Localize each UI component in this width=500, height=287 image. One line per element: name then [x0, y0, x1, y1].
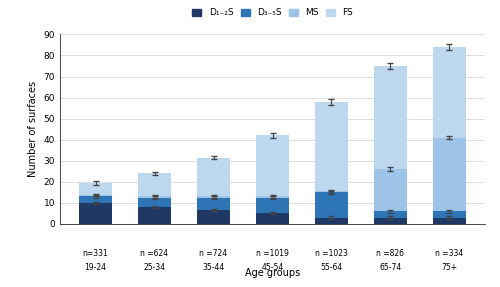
Bar: [374, 218, 406, 224]
Text: n =1023: n =1023: [315, 249, 348, 258]
Bar: [138, 173, 170, 197]
Y-axis label: Number of surfaces: Number of surfaces: [28, 81, 38, 177]
Text: 75+: 75+: [442, 263, 458, 272]
Bar: [433, 211, 466, 218]
Bar: [316, 192, 348, 218]
Text: n =1019: n =1019: [256, 249, 289, 258]
Text: n =826: n =826: [376, 249, 404, 258]
Bar: [433, 137, 466, 211]
Bar: [316, 218, 348, 224]
Bar: [198, 210, 230, 224]
Text: 65-74: 65-74: [380, 263, 402, 272]
Text: 45-54: 45-54: [262, 263, 283, 272]
Bar: [80, 183, 112, 195]
Bar: [374, 66, 406, 169]
Bar: [80, 197, 112, 203]
Text: n =724: n =724: [200, 249, 228, 258]
Bar: [433, 47, 466, 137]
Text: 19-24: 19-24: [84, 263, 106, 272]
Text: n=331: n=331: [82, 249, 108, 258]
Bar: [198, 158, 230, 197]
Bar: [316, 191, 348, 192]
Bar: [80, 203, 112, 224]
Bar: [256, 213, 288, 224]
Text: 55-64: 55-64: [320, 263, 342, 272]
Bar: [138, 197, 170, 207]
Bar: [374, 169, 406, 211]
Bar: [374, 211, 406, 218]
Bar: [198, 197, 230, 210]
Bar: [256, 197, 288, 213]
Bar: [80, 195, 112, 197]
Text: 25-34: 25-34: [144, 263, 166, 272]
Bar: [433, 218, 466, 224]
Bar: [256, 135, 288, 197]
Legend: D₁₋₂S, D₃₋₅S, MS, FS: D₁₋₂S, D₃₋₅S, MS, FS: [189, 5, 356, 21]
Bar: [138, 207, 170, 224]
Text: 35-44: 35-44: [202, 263, 224, 272]
X-axis label: Age groups: Age groups: [245, 267, 300, 278]
Bar: [316, 102, 348, 191]
Text: n =334: n =334: [436, 249, 464, 258]
Text: n =624: n =624: [140, 249, 168, 258]
